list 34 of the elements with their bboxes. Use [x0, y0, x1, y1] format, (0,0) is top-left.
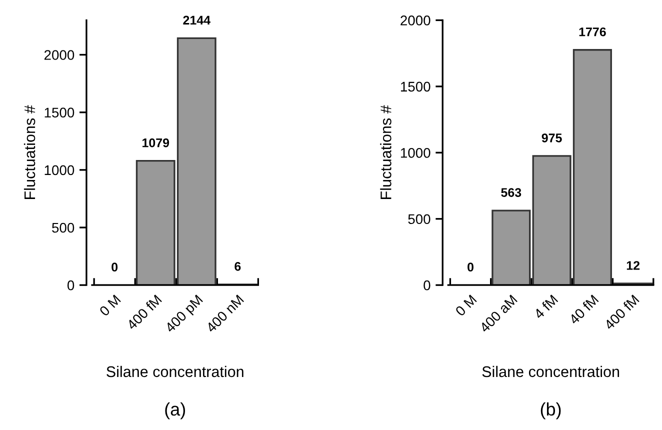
x-axis-title: Silane concentration [106, 366, 244, 378]
data-label: 1079 [142, 138, 170, 148]
data-label: 0 [112, 262, 118, 272]
x-tick-label: 400 nM [205, 294, 244, 334]
data-label: 0 [468, 262, 474, 272]
y-tick-label: 0 [67, 280, 74, 290]
y-tick-label: 2000 [400, 16, 430, 26]
x-tick-label: 400 pM [164, 294, 205, 336]
data-label: 2144 [183, 16, 210, 24]
x-tick-label: 0 M [454, 294, 477, 317]
y-tick-label: 1500 [400, 82, 430, 92]
y-tick-label: 2000 [44, 50, 74, 60]
y-tick-label: 500 [408, 214, 430, 224]
y-tick-label: 1000 [400, 148, 430, 158]
y-axis-title: Fluctuations # [24, 105, 36, 199]
y-tick-label: 0 [424, 280, 430, 290]
y-tick-label: 1500 [44, 108, 74, 118]
data-label: 975 [542, 134, 562, 142]
text: (a) [165, 402, 186, 420]
y-axis-title: Fluctuations # [380, 105, 392, 199]
x-tick-label: 40 fM [568, 294, 599, 325]
x-tick-label: 0 M [98, 294, 121, 317]
text: (b) [540, 402, 561, 420]
x-tick-label: 4 fM [532, 294, 558, 320]
x-tick-label: 400 fM [126, 294, 162, 330]
x-tick-label: 400 fM [603, 294, 640, 330]
y-tick-label: 1000 [44, 165, 74, 176]
data-label: 563 [501, 188, 522, 197]
data-label: 1776 [579, 27, 606, 36]
x-tick-label: 400 aM [478, 294, 518, 334]
y-tick-label: 500 [52, 222, 74, 233]
data-label: 6 [234, 262, 241, 271]
x-axis-title: Silane concentration [482, 366, 620, 378]
data-label: 12 [626, 261, 640, 270]
